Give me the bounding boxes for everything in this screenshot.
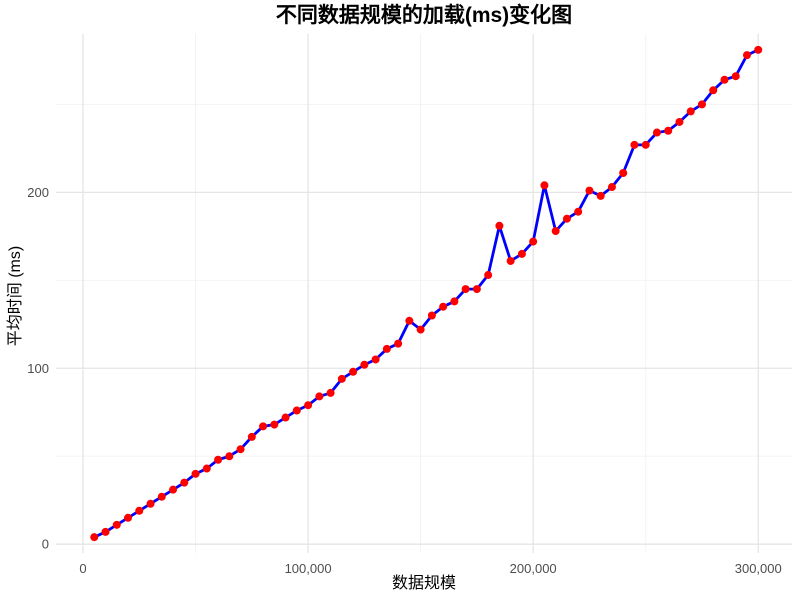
data-point <box>607 183 616 192</box>
data-point <box>315 392 324 401</box>
data-point <box>641 140 650 149</box>
data-point <box>146 499 155 508</box>
data-point <box>157 492 166 501</box>
data-point <box>562 214 571 223</box>
y-tick-label: 0 <box>42 537 49 552</box>
data-point <box>596 191 605 200</box>
data-point <box>439 302 448 311</box>
data-point <box>720 75 729 84</box>
data-point <box>112 520 121 529</box>
data-point <box>731 72 740 81</box>
data-point <box>259 422 268 431</box>
x-axis-tick-labels: 0 100,000 200,000 300,000 <box>79 561 781 576</box>
data-point <box>405 316 414 325</box>
data-point <box>742 51 751 60</box>
data-point <box>484 271 493 280</box>
data-point <box>585 186 594 195</box>
data-point <box>326 388 335 397</box>
data-point <box>551 227 560 236</box>
data-point <box>169 485 178 494</box>
series-layer <box>90 45 763 542</box>
data-point <box>304 401 313 410</box>
data-point <box>664 126 673 135</box>
data-point <box>619 168 628 177</box>
data-point <box>450 297 459 306</box>
data-point <box>236 445 245 454</box>
data-point <box>101 527 110 536</box>
data-point <box>360 360 369 369</box>
data-point <box>124 513 133 522</box>
data-point <box>630 140 639 149</box>
data-point <box>135 506 144 515</box>
x-tick-label: 300,000 <box>735 561 782 576</box>
x-axis-title: 数据规模 <box>392 574 456 592</box>
data-point <box>709 86 718 95</box>
data-point <box>506 256 515 265</box>
data-point <box>394 339 403 348</box>
data-point <box>495 221 504 230</box>
x-tick-label: 0 <box>79 561 86 576</box>
data-point <box>416 325 425 334</box>
data-point <box>652 128 661 137</box>
data-point <box>225 452 234 461</box>
data-point <box>382 344 391 353</box>
data-point <box>697 100 706 109</box>
data-point <box>247 432 256 441</box>
x-tick-label: 100,000 <box>285 561 332 576</box>
data-point <box>472 285 481 294</box>
chart-title: 不同数据规模的加载(ms)变化图 <box>276 3 572 27</box>
data-point <box>281 413 290 422</box>
data-point <box>529 237 538 246</box>
series-line <box>92 48 760 539</box>
data-point <box>270 420 279 429</box>
data-point <box>337 374 346 383</box>
y-tick-label: 200 <box>27 185 49 200</box>
data-point <box>202 464 211 473</box>
data-point <box>214 455 223 464</box>
y-axis-title: 平均时间 (ms) <box>6 246 24 346</box>
data-point <box>686 107 695 116</box>
data-point <box>574 207 583 216</box>
grid-lines <box>56 34 792 553</box>
y-axis-tick-labels: 0 100 200 <box>27 185 49 552</box>
data-point <box>292 406 301 415</box>
data-point <box>517 249 526 258</box>
data-point <box>180 478 189 487</box>
x-tick-label: 200,000 <box>510 561 557 576</box>
data-point <box>371 355 380 364</box>
data-point <box>540 181 549 190</box>
data-point <box>754 45 763 54</box>
data-point <box>675 117 684 126</box>
data-point <box>90 533 99 542</box>
data-point <box>191 469 200 478</box>
y-tick-label: 100 <box>27 361 49 376</box>
data-point <box>349 367 358 376</box>
data-point <box>461 285 470 294</box>
data-point <box>427 311 436 320</box>
